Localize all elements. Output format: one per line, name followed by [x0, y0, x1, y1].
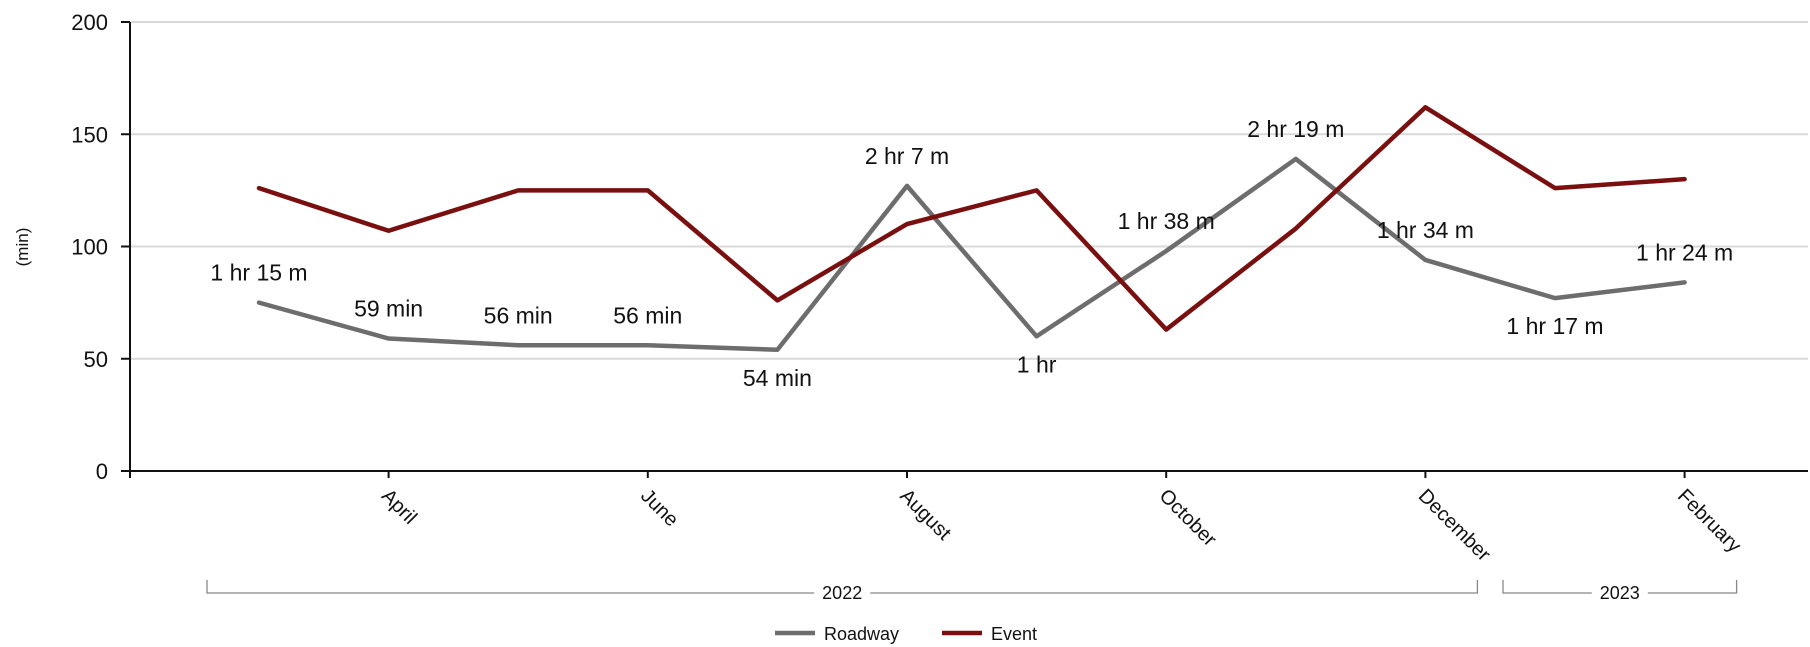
y-tick-label: 0 — [96, 459, 108, 484]
x-tick-label: August — [895, 485, 955, 545]
data-label: 54 min — [743, 365, 812, 391]
data-labels: 1 hr 15 m 59 min 56 min 56 min 54 min 2 hr 7 … — [210, 116, 1733, 391]
y-tick-label: 200 — [71, 10, 108, 35]
data-label: 2 hr 19 m — [1247, 116, 1344, 142]
y-tick-label: 50 — [84, 347, 108, 372]
year-brackets: 2022 2023 — [206, 580, 1738, 603]
x-tick-label: June — [636, 485, 682, 531]
data-label: 56 min — [484, 302, 553, 328]
y-tick-label: 100 — [71, 235, 108, 260]
series-line-roadway — [256, 156, 1687, 353]
legend-label: Event — [991, 624, 1037, 644]
x-tick-label: December — [1414, 485, 1495, 566]
year-label: 2022 — [822, 583, 862, 603]
year-label: 2023 — [1600, 583, 1640, 603]
y-axis-label: (min) — [13, 228, 32, 267]
data-label: 1 hr — [1017, 351, 1057, 377]
x-tick-label: April — [377, 485, 421, 529]
year-bracket — [1502, 580, 1738, 594]
data-label: 56 min — [613, 302, 682, 328]
legend-label: Roadway — [824, 624, 899, 644]
y-axis-ticks: 0 50 100 150 200 — [71, 10, 130, 484]
year-bracket — [206, 580, 1479, 594]
x-tick-label: October — [1155, 485, 1221, 551]
data-label: 1 hr 38 m — [1118, 208, 1215, 234]
data-label: 1 hr 17 m — [1506, 313, 1603, 339]
y-tick-label: 150 — [71, 122, 108, 147]
data-label: 2 hr 7 m — [865, 143, 949, 169]
series-lines — [256, 105, 1687, 353]
data-label: 1 hr 24 m — [1636, 239, 1733, 265]
data-label: 1 hr 15 m — [210, 260, 307, 286]
data-label: 59 min — [354, 296, 423, 322]
x-axis-ticks: April June August October December February — [129, 471, 1745, 566]
series-line-event — [256, 105, 1687, 332]
legend: Roadway Event — [775, 624, 1037, 644]
gridlines — [130, 21, 1808, 360]
data-label: 1 hr 34 m — [1377, 217, 1474, 243]
x-tick-label: February — [1673, 485, 1745, 557]
